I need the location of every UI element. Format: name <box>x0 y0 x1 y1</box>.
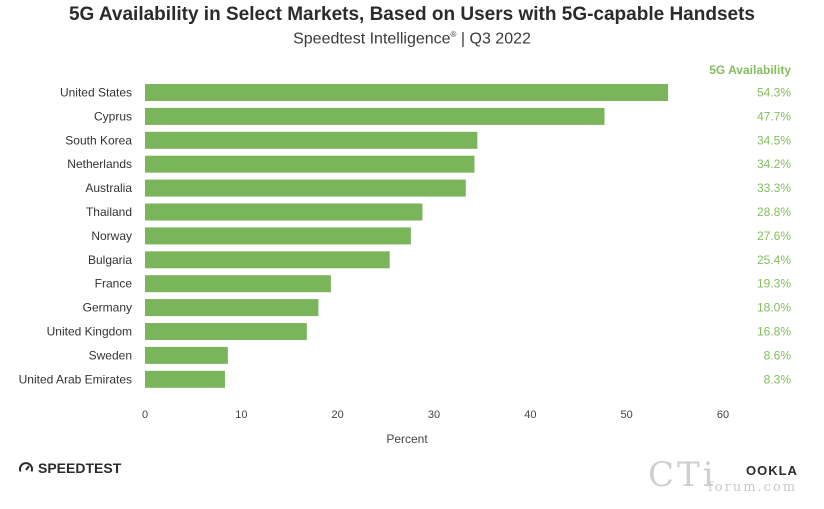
data-label: 16.8% <box>757 325 791 339</box>
bar <box>145 227 411 245</box>
bar <box>145 346 228 364</box>
bar <box>145 299 319 317</box>
data-label: 8.3% <box>764 372 792 386</box>
watermark-forum: forum.com <box>708 480 798 495</box>
data-label: 25.4% <box>757 253 791 267</box>
x-tick-label: 40 <box>524 409 536 421</box>
data-label: 19.3% <box>757 277 791 291</box>
bar <box>145 84 669 101</box>
speedtest-logo: SPEEDTEST <box>18 460 121 476</box>
x-axis-label: Percent <box>386 432 428 446</box>
chart-subtitle: Speedtest Intelligence® | Q3 2022 <box>0 30 824 48</box>
y-tick-label: Cyprus <box>94 109 132 123</box>
bar <box>145 179 466 197</box>
bar <box>145 370 225 388</box>
y-tick-label: Bulgaria <box>88 253 132 267</box>
y-tick-label: United States <box>60 86 132 100</box>
bar <box>145 155 475 173</box>
data-label: 34.2% <box>757 157 791 171</box>
data-label: 28.8% <box>757 205 791 219</box>
data-label: 34.5% <box>757 133 791 147</box>
bar <box>145 203 423 221</box>
y-tick-label: Norway <box>91 229 132 243</box>
bar <box>145 275 331 293</box>
speedtest-gauge-icon <box>19 462 33 472</box>
x-tick-label: 50 <box>621 409 633 421</box>
y-tick-label: France <box>95 277 133 291</box>
data-label: 47.7% <box>757 109 791 123</box>
x-tick-label: 0 <box>142 409 148 421</box>
x-tick-label: 20 <box>332 409 344 421</box>
x-tick-label: 60 <box>717 409 729 421</box>
y-tick-label: Germany <box>83 301 132 315</box>
data-label: 27.6% <box>757 229 791 243</box>
value-column-header: 5G Availability <box>709 63 791 77</box>
registered-mark: ® <box>450 30 457 39</box>
x-tick-label: 30 <box>428 409 440 421</box>
chart-title: 5G Availability in Select Markets, Based… <box>68 4 755 25</box>
bar <box>145 107 605 125</box>
bar <box>145 131 478 149</box>
y-tick-label: Australia <box>85 181 132 195</box>
data-label: 33.3% <box>757 181 791 195</box>
ookla-logo: OOKLA <box>746 463 798 478</box>
bar <box>145 251 390 269</box>
y-tick-label: Netherlands <box>67 157 132 171</box>
watermark-cti: CTi <box>648 455 717 495</box>
bar <box>145 323 307 340</box>
y-tick-label: Sweden <box>89 348 132 362</box>
data-label: 18.0% <box>757 301 791 315</box>
y-tick-label: South Korea <box>65 133 132 147</box>
data-label: 8.6% <box>764 348 792 362</box>
subtitle-source: Speedtest Intelligence <box>293 30 451 48</box>
y-tick-label: United Kingdom <box>47 325 132 339</box>
subtitle-period: | Q3 2022 <box>460 30 531 48</box>
x-tick-label: 10 <box>235 409 247 421</box>
data-label: 54.3% <box>757 86 791 100</box>
y-tick-label: United Arab Emirates <box>19 372 132 386</box>
speedtest-brand: SPEEDTEST <box>38 460 122 476</box>
y-tick-label: Thailand <box>86 205 132 219</box>
